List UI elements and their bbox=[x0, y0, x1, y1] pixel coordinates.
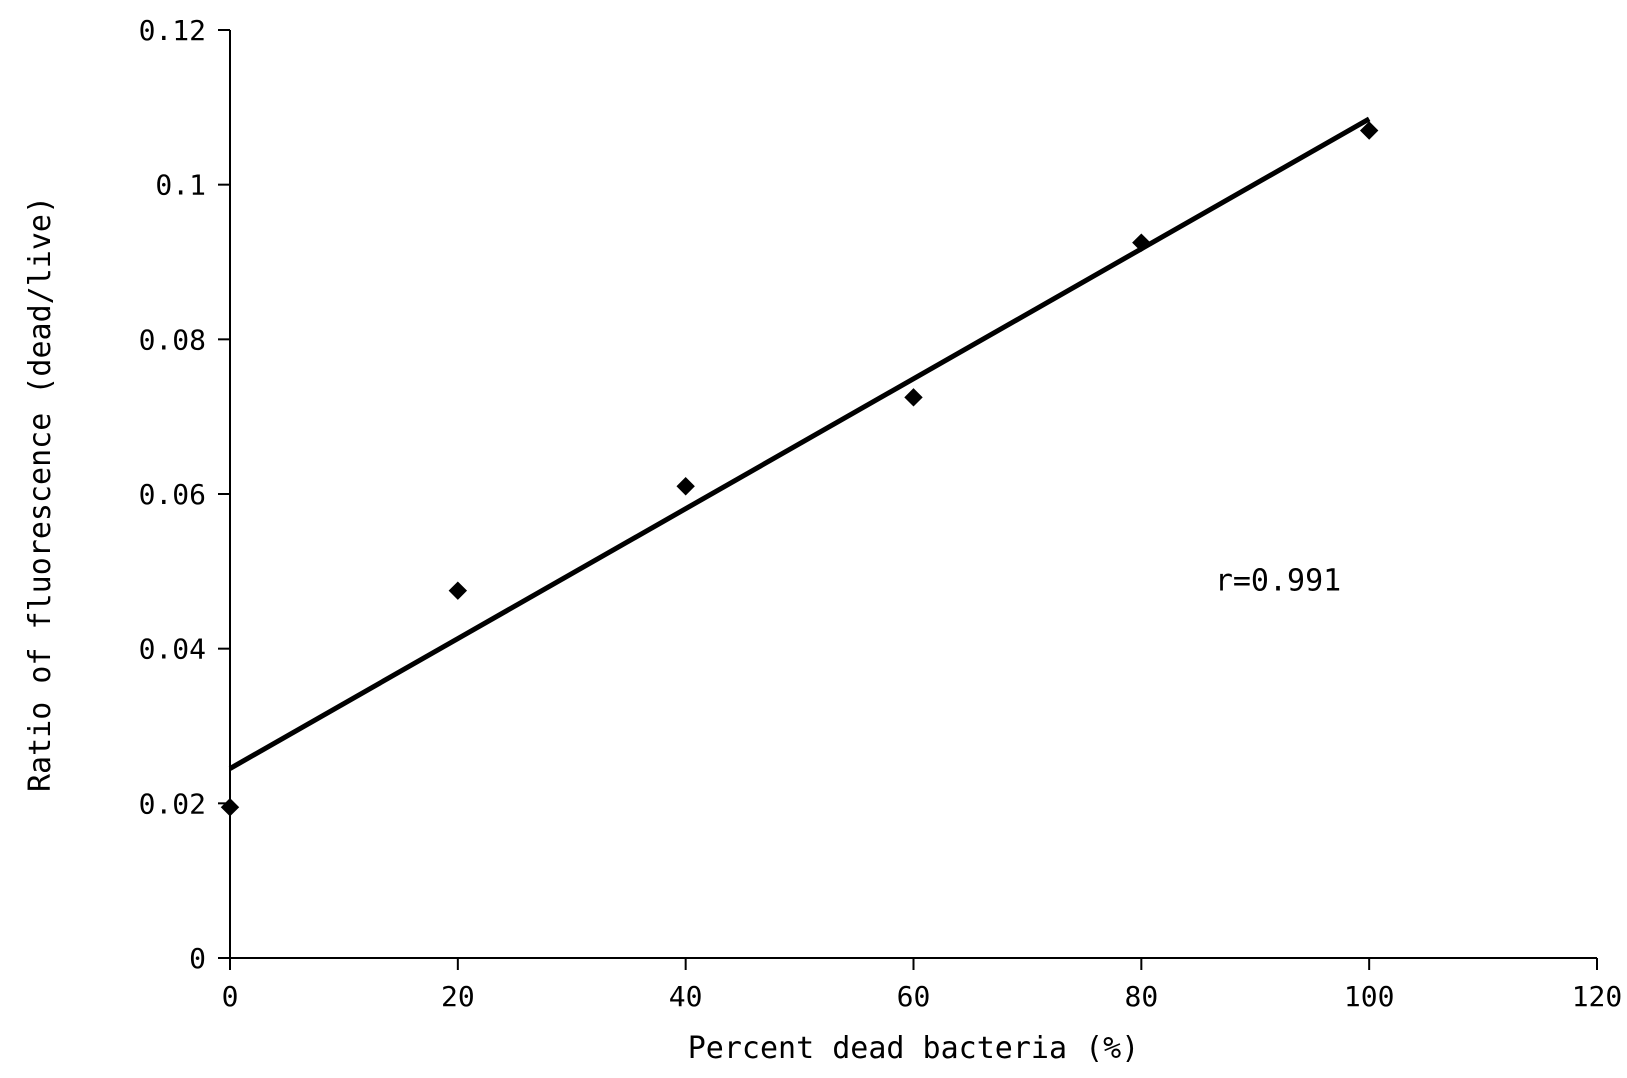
y-tick-label: 0.06 bbox=[139, 478, 206, 511]
data-point bbox=[1133, 234, 1150, 251]
y-tick-label: 0.1 bbox=[155, 169, 206, 202]
x-tick-label: 20 bbox=[441, 980, 475, 1013]
data-point bbox=[677, 478, 694, 495]
data-point bbox=[905, 389, 922, 406]
trendline bbox=[230, 119, 1369, 769]
y-tick-label: 0.04 bbox=[139, 633, 206, 666]
y-tick-label: 0.02 bbox=[139, 787, 206, 820]
y-tick-label: 0.12 bbox=[139, 14, 206, 47]
y-axis-label: Ratio of fluorescence (dead/live) bbox=[23, 196, 58, 792]
scatter-chart: 0 20 40 60 80 100 120 0 0.02 0.04 0.06 0.08 0.1 0.12 P… bbox=[0, 0, 1627, 1078]
y-tick-label: 0 bbox=[189, 942, 206, 975]
r-annotation: r=0.991 bbox=[1215, 564, 1341, 599]
x-tick-label: 60 bbox=[897, 980, 931, 1013]
data-point bbox=[222, 799, 239, 816]
x-tick-label: 0 bbox=[222, 980, 239, 1013]
chart-container: 0 20 40 60 80 100 120 0 0.02 0.04 0.06 0.08 0.1 0.12 P… bbox=[0, 0, 1627, 1078]
data-point bbox=[449, 582, 466, 599]
x-axis-label: Percent dead bacteria (%) bbox=[688, 1031, 1140, 1066]
y-tick-label: 0.08 bbox=[139, 323, 206, 356]
x-tick-label: 120 bbox=[1572, 980, 1623, 1013]
x-tick-label: 100 bbox=[1344, 980, 1395, 1013]
x-tick-label: 80 bbox=[1124, 980, 1158, 1013]
x-tick-label: 40 bbox=[669, 980, 703, 1013]
